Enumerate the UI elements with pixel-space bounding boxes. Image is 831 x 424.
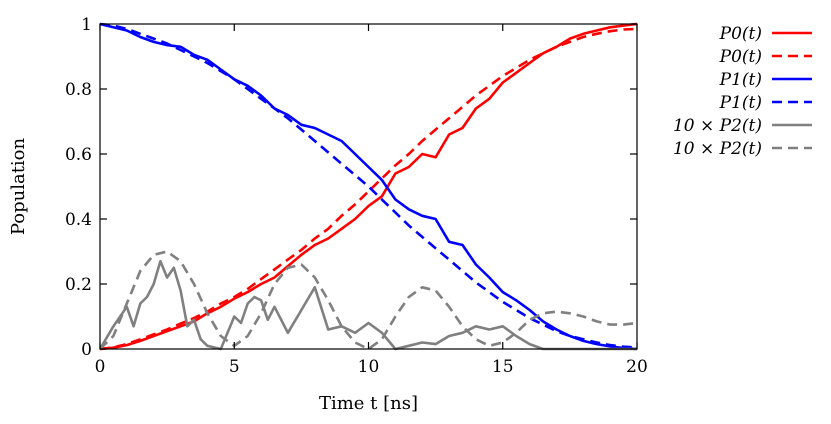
x-axis-title: Time t [ns] [319, 393, 418, 414]
series-line-3 [100, 22, 637, 349]
y-tick-label: 0.4 [65, 210, 92, 230]
axes-layer: 0 5 10 15 20 0 0.2 0.4 0.6 0.8 1 Time t [ns] Populat… [8, 15, 648, 414]
legend-label: P1(t) [719, 70, 762, 90]
x-tick-label: 0 [95, 357, 106, 377]
series-line-4 [100, 259, 637, 351]
legend-label: P0(t) [719, 24, 762, 44]
x-tick-label: 20 [626, 357, 648, 377]
y-axis-title: Population [8, 137, 29, 235]
series-line-0 [100, 22, 637, 351]
plot-frame [99, 23, 638, 350]
y-tick-label: 0.6 [65, 145, 92, 165]
series-line-1 [100, 27, 637, 351]
x-tick-label: 10 [358, 357, 380, 377]
y-tick-label: 0.8 [65, 80, 92, 100]
y-tick-label: 0.2 [65, 275, 92, 295]
series-line-2 [100, 22, 637, 351]
legend-label: 10 × P2(t) [673, 116, 762, 136]
y-tick-label: 1 [81, 15, 92, 35]
x-tick-label: 15 [492, 357, 514, 377]
y-tick-label: 0 [81, 340, 92, 360]
legend: P0(t) P0(t) P1(t) P1(t) 10 × P2(t) 10 × P2(t) [673, 24, 812, 159]
legend-label: 10 × P2(t) [673, 139, 762, 159]
legend-label: P0(t) [719, 47, 762, 67]
series-line-5 [100, 250, 637, 351]
series-layer [100, 22, 637, 351]
x-tick-label: 5 [229, 357, 240, 377]
legend-label: P1(t) [719, 93, 762, 113]
